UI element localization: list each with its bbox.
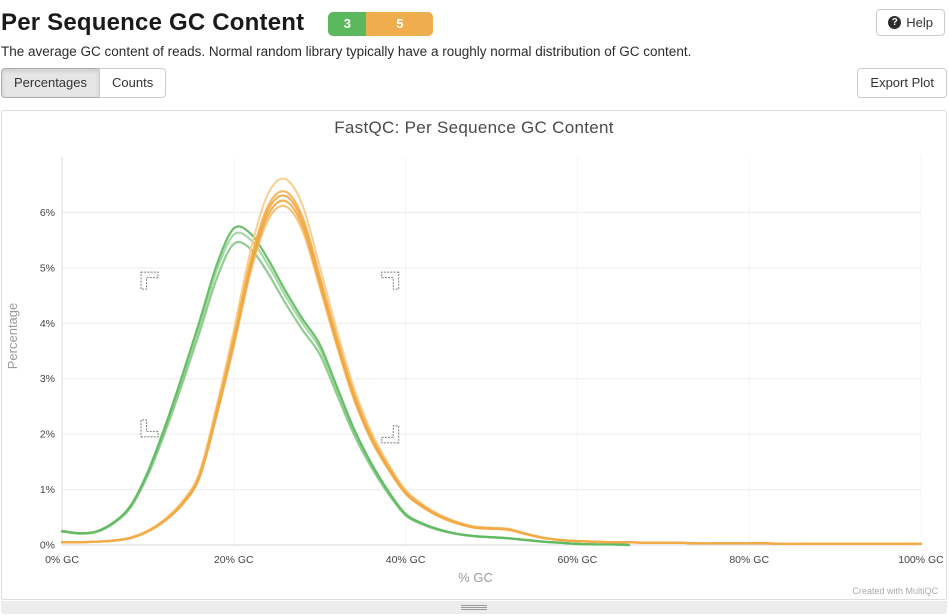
svg-text:1%: 1%	[40, 484, 55, 496]
svg-text:20% GC: 20% GC	[214, 554, 254, 566]
counts-tab[interactable]: Counts	[99, 68, 167, 98]
zoom-corner-bracket-icon	[381, 271, 400, 290]
pass-count-badge[interactable]: 3	[328, 12, 367, 36]
y-axis-title: Percentage	[5, 303, 20, 370]
zoom-corner-bracket-icon	[140, 419, 159, 438]
zoom-corner-bracket-icon	[140, 271, 159, 290]
gc-content-plot[interactable]: FastQC: Per Sequence GC Content 0% 1% 2% 3%…	[1, 110, 947, 600]
x-axis-title: % GC	[458, 570, 493, 585]
help-button-label: Help	[906, 15, 933, 30]
zoom-corner-markers	[140, 271, 400, 444]
svg-text:40% GC: 40% GC	[386, 554, 426, 566]
series-line-pass-sample-1[interactable]	[60, 231, 630, 547]
svg-text:0% GC: 0% GC	[45, 554, 79, 566]
warn-count-badge[interactable]: 5	[366, 12, 434, 36]
page-title: Per Sequence GC Content	[1, 9, 305, 36]
plot-resize-bar[interactable]	[1, 601, 947, 614]
svg-text:100% GC: 100% GC	[898, 554, 944, 566]
data-type-toggle: Percentages Counts	[1, 68, 167, 98]
resize-grip-icon	[1, 605, 947, 610]
gridlines	[61, 157, 922, 546]
svg-text:5%: 5%	[40, 262, 55, 274]
series-line-pass-sample-3[interactable]	[60, 225, 630, 547]
series-paths	[60, 177, 923, 547]
chart-title: FastQC: Per Sequence GC Content	[334, 118, 614, 137]
series-line-warn-sample-5[interactable]	[60, 190, 923, 546]
svg-text:0%: 0%	[40, 540, 55, 552]
zoom-corner-bracket-icon	[381, 425, 400, 444]
svg-text:60% GC: 60% GC	[558, 554, 598, 566]
y-tick-labels: 0% 1% 2% 3% 4% 5% 6%	[40, 207, 55, 552]
svg-text:6%: 6%	[40, 207, 55, 219]
section-header: Per Sequence GC Content 3 5 ? Help	[1, 0, 947, 37]
question-circle-icon: ?	[888, 16, 902, 29]
series-line-pass-sample-2[interactable]	[60, 240, 630, 547]
multiqc-watermark: Created with MultiQC	[852, 586, 938, 596]
chart-canvas[interactable]: 0% 1% 2% 3% 4% 5% 6% 0% GC 20% GC 40% GC 60% GC 80%…	[2, 111, 946, 597]
plot-toolbar: Percentages Counts Export Plot	[1, 68, 947, 98]
section-description: The average GC content of reads. Normal …	[1, 44, 692, 59]
svg-text:80% GC: 80% GC	[729, 554, 769, 566]
svg-text:3%: 3%	[40, 373, 55, 385]
svg-text:4%: 4%	[40, 318, 55, 330]
export-plot-button[interactable]: Export Plot	[857, 68, 947, 98]
svg-text:2%: 2%	[40, 429, 55, 441]
sample-status-bar[interactable]: 3 5	[328, 12, 434, 36]
percentages-tab[interactable]: Percentages	[1, 68, 100, 98]
help-button[interactable]: ? Help	[876, 9, 945, 36]
x-tick-labels: 0% GC 20% GC 40% GC 60% GC 80% GC 100% GC	[45, 554, 944, 566]
